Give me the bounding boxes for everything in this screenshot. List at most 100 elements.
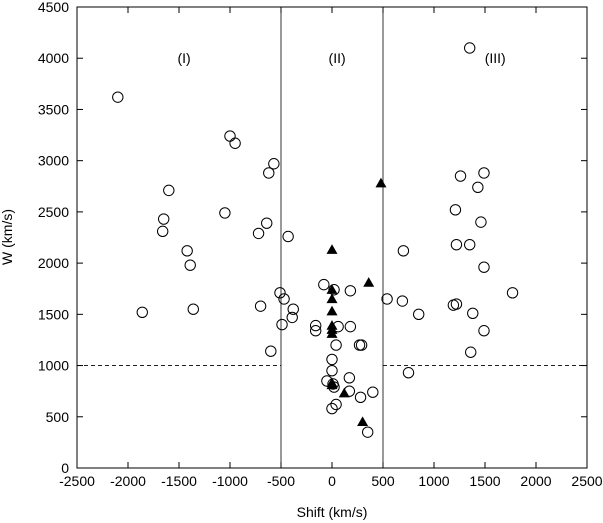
data-point-circle [229,137,241,149]
data-points [112,42,519,438]
y-tick-label: 4500 [38,0,69,15]
data-point-circle [274,287,286,299]
data-point-circle [454,170,467,182]
y-tick-label: 3500 [38,101,69,117]
x-tick-label: 500 [371,473,395,489]
data-point-circle [326,353,338,366]
y-tick-label: 1500 [38,306,69,322]
data-point-triangle [326,379,338,390]
x-tick-label: 2000 [520,473,551,489]
data-point-triangle [326,293,338,304]
data-point-circle [344,320,357,333]
x-tick-label: 1000 [418,473,449,489]
data-point-circle [402,367,415,379]
data-point-circle [184,259,196,271]
data-point-circle [263,167,275,179]
data-point-circle [330,398,342,411]
data-point-circle [450,238,463,251]
data-point-circle [343,372,356,384]
data-point-circle [396,295,409,307]
data-point-triangle [357,416,369,427]
x-tick-label: -1500 [161,473,197,489]
data-point-circle [309,319,322,332]
data-point-circle [268,158,280,170]
data-point-triangle [338,387,350,398]
x-tick-label: 2500 [571,473,602,489]
data-point-circle [158,213,170,225]
data-point-circle [449,204,462,216]
x-tick-label: 1500 [469,473,500,489]
x-tick-label: 0 [328,473,336,489]
x-tick-label: -2000 [110,473,146,489]
data-point-circle [286,311,298,324]
y-tick-label: 4000 [38,50,69,66]
y-axis-title: W (km/s) [0,209,15,265]
data-point-circle [478,261,490,273]
x-tick-label: -2500 [59,473,95,489]
plot-frame [76,6,588,469]
data-point-circle [219,207,231,219]
data-point-circle [467,307,479,320]
data-point-circle [354,391,367,404]
data-point-triangle [326,244,338,254]
data-point-circle [465,346,477,358]
region-label: (II) [329,50,346,66]
data-point-circle [252,227,265,240]
data-point-circle [328,284,340,296]
data-point-circle [318,278,330,291]
y-tick-label: 500 [46,409,70,425]
data-point-circle [464,238,476,251]
x-tick-label: -1000 [212,473,248,489]
data-point-circle [187,303,199,315]
y-tick-label: 2500 [38,204,69,220]
data-point-circle [344,285,357,297]
region-labels: (I) (II) (III) [177,50,505,66]
data-point-circle [181,245,193,257]
data-point-circle [355,339,368,351]
data-point-circle [287,303,299,315]
data-point-circle [254,300,267,312]
y-tick-label: 3000 [38,153,69,169]
data-point-circle [278,293,290,305]
data-point-circle [367,386,379,398]
region-guides [77,7,587,468]
data-point-circle [326,364,338,377]
data-point-circle [450,298,463,310]
data-point-circle [309,325,322,337]
region-label: (III) [485,50,506,66]
data-point-circle [478,325,490,337]
data-point-circle [156,225,169,238]
data-point-triangle [326,305,338,316]
data-point-circle [362,426,374,438]
data-point-circle [261,217,273,229]
data-point-circle [265,345,277,357]
data-point-triangle [326,328,338,338]
y-tick-label: 2000 [38,255,69,271]
y-tick-label: 0 [61,460,69,476]
x-axis-title: Shift (km/s) [297,504,368,520]
data-point-circle [224,130,236,142]
data-point-circle [413,308,425,321]
region-label: (I) [177,50,190,66]
data-point-circle [276,318,288,331]
data-point-circle [381,293,393,305]
data-point-triangle [326,284,338,294]
data-point-circle [478,167,490,179]
axis-ticks [76,6,588,469]
tick-labels: -2500 -2000 -1500 -1000 -500 0 500 1000 1500 2000… [38,0,603,489]
data-point-triangle [375,177,387,188]
data-point-circle [506,287,519,299]
data-point-triangle [363,277,375,287]
data-point-circle [163,184,175,197]
data-point-circle [464,42,476,54]
x-tick-label: -500 [267,473,295,489]
data-point-circle [326,402,338,415]
y-tick-label: 1000 [38,358,69,374]
data-point-circle [330,339,342,351]
data-point-circle [475,216,487,228]
data-point-circle [112,91,124,103]
data-point-circle [282,230,294,243]
data-point-circle [472,181,484,194]
data-point-circle [136,306,148,318]
